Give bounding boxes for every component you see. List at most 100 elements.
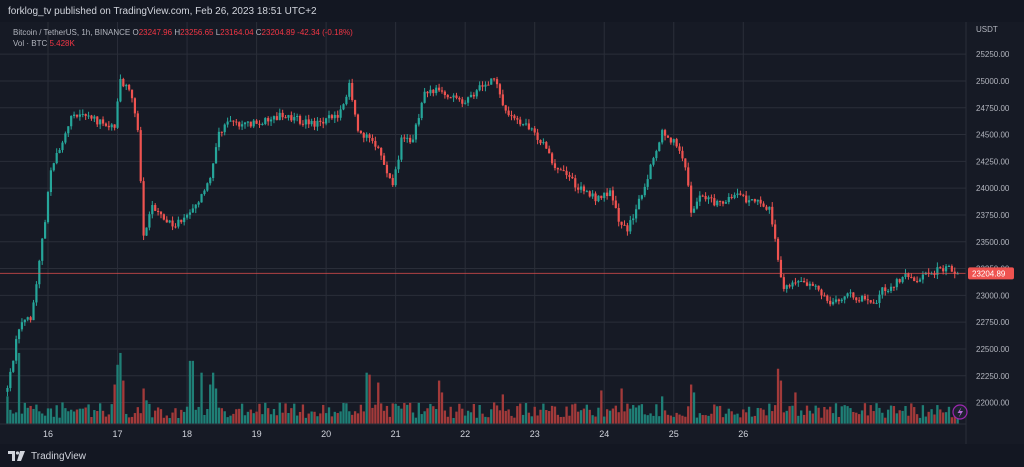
volume-value: 5.428K [49,39,75,48]
candle-body [325,118,328,124]
volume-bar [545,410,548,424]
candle-body [101,119,105,124]
volume-bar [855,412,858,424]
volume-bar [953,412,956,424]
volume-bar [634,407,638,424]
time-tick-label: 21 [391,429,401,439]
candle-body [910,276,913,278]
volume-bar [440,392,444,424]
volume-bar [623,411,626,424]
volume-bar [892,406,896,424]
lightning-icon[interactable] [952,404,968,420]
volume-bar [556,414,560,424]
candle-body [805,282,809,286]
candle-body [747,200,751,203]
volume-bar [394,403,397,424]
volume-bar [681,415,684,424]
volume-bar [98,403,102,424]
volume-bar [255,411,258,424]
candle-body [849,292,852,294]
candle-body [156,210,160,212]
candle-body [264,118,267,124]
candle-body [533,128,536,133]
volume-bar [947,406,951,424]
volume-bar [884,417,887,424]
volume-bar [907,415,910,424]
candle-body [658,142,661,152]
candle-body [70,116,73,127]
candle-body [516,118,519,120]
volume-bar [666,414,670,424]
candle-body [411,139,415,143]
candle-body [918,279,922,282]
volume-bar [330,416,334,424]
volume-bar [232,413,235,424]
volume-bar [72,411,76,424]
volume-bar [817,407,820,424]
high-value: 23256.65 [180,28,214,37]
volume-bar [620,388,623,424]
candle-body [313,120,316,127]
candlestick-chart[interactable]: USDT 25250.0025000.0024750.0024500.00242… [0,22,1024,444]
candle-body [901,277,904,283]
candle-body [9,371,12,389]
price-axis[interactable]: 25250.00 25000.00 24750.00 24500.00 24250.00… [976,50,1010,407]
candle-body [942,268,945,272]
candle-body [287,115,290,118]
candle-body [220,131,223,133]
candle-body [443,91,446,96]
candle-body [284,117,287,119]
volume-bar [510,415,513,424]
volume-bar [782,412,785,424]
candle-body [953,271,956,274]
volume-bar [70,409,73,424]
volume-bar [275,415,279,424]
volume-bar [171,412,174,424]
volume-bar [736,413,739,424]
low-value: 23164.04 [220,28,254,37]
volume-bar [209,384,212,424]
candle-body [382,155,386,165]
volume-bar [464,415,467,424]
price-tick-label: 23500.00 [976,238,1010,247]
time-axis[interactable]: 16 17 18 19 20 21 22 23 24 25 26 [43,429,748,439]
volume-bar [536,415,539,424]
time-tick-label: 25 [669,429,679,439]
candle-body [895,279,898,288]
volume-bar [571,404,574,424]
candle-body [177,219,180,227]
volume-bar [519,403,522,424]
volume-bar [658,416,661,424]
candle-body [38,260,41,285]
candle-body [872,302,875,304]
volume-bar [794,392,797,424]
candle-body [17,329,21,340]
volume-bar [524,403,528,424]
volume-bar [829,406,832,424]
volume-bar [423,411,426,424]
candle-body [539,139,542,144]
volume-bar [820,417,823,424]
tradingview-logo[interactable]: TradingView [8,449,86,463]
volume-bar [295,415,299,424]
volume-bar [548,411,551,424]
candle-body [501,94,504,106]
candle-body [330,115,334,119]
candle-body [269,119,273,122]
low-label: L [215,28,221,37]
candle-body [852,292,855,298]
candle-body [690,185,693,213]
volume-bar [771,411,774,424]
volume-bar [614,405,617,424]
volume-bar [17,352,21,424]
volume-bar [391,403,394,424]
candle-body [35,284,38,303]
volume-bar [533,406,536,424]
volume-bar [594,416,597,424]
candle-body [745,195,748,203]
volume-bar [165,415,168,424]
volume-bar [310,411,313,424]
volume-bar [188,360,192,424]
candle-body [362,133,365,138]
volume-bar [608,410,612,424]
